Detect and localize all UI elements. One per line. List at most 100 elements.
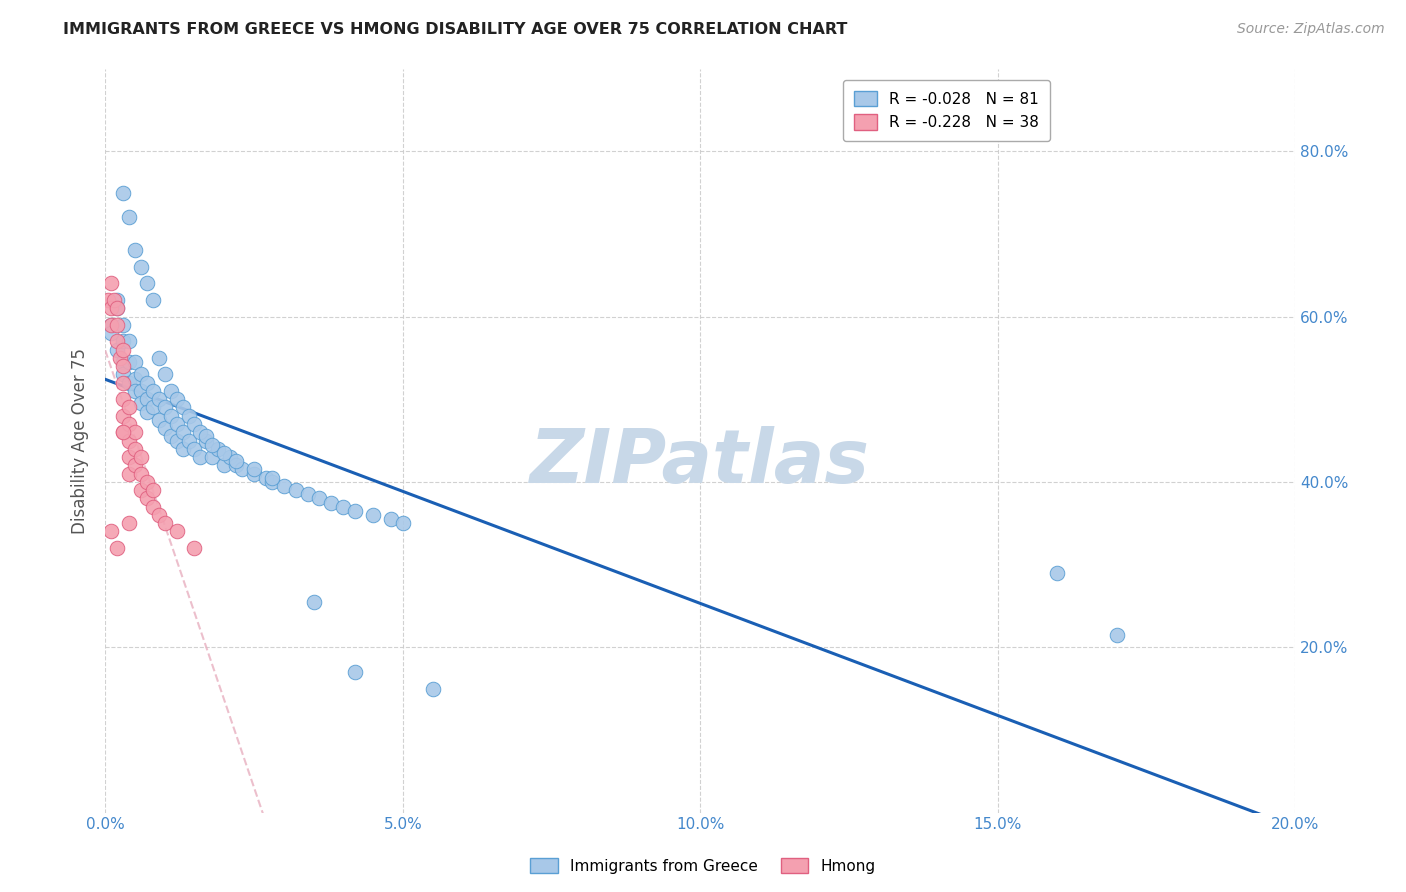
- Point: [135, 404, 157, 418]
- Point: [135, 491, 157, 506]
- Point: [129, 483, 152, 497]
- Point: [254, 471, 277, 485]
- Point: [183, 442, 205, 456]
- Point: [142, 293, 165, 307]
- Point: [118, 355, 141, 369]
- Point: [135, 392, 157, 407]
- Point: [344, 665, 367, 679]
- Point: [100, 524, 122, 539]
- Point: [231, 462, 253, 476]
- Point: [112, 355, 135, 369]
- Point: [124, 371, 146, 385]
- Point: [97, 293, 120, 307]
- Point: [129, 450, 152, 464]
- Point: [302, 595, 325, 609]
- Point: [118, 434, 141, 448]
- Point: [100, 318, 122, 332]
- Point: [129, 396, 152, 410]
- Point: [166, 524, 188, 539]
- Point: [124, 458, 146, 473]
- Point: [1046, 566, 1069, 580]
- Point: [380, 512, 402, 526]
- Point: [284, 483, 307, 497]
- Point: [142, 384, 165, 398]
- Point: [153, 421, 176, 435]
- Point: [201, 450, 224, 464]
- Point: [124, 384, 146, 398]
- Point: [112, 334, 135, 349]
- Point: [148, 351, 170, 365]
- Point: [142, 500, 165, 514]
- Y-axis label: Disability Age Over 75: Disability Age Over 75: [72, 348, 89, 533]
- Text: ZIPatlas: ZIPatlas: [530, 426, 870, 500]
- Point: [112, 425, 135, 440]
- Point: [112, 376, 135, 390]
- Point: [260, 475, 283, 489]
- Point: [243, 467, 266, 481]
- Point: [344, 504, 367, 518]
- Point: [105, 541, 128, 555]
- Point: [118, 211, 141, 225]
- Point: [212, 458, 235, 473]
- Point: [172, 425, 194, 440]
- Point: [183, 541, 205, 555]
- Point: [153, 368, 176, 382]
- Point: [321, 495, 343, 509]
- Point: [112, 368, 135, 382]
- Point: [124, 425, 146, 440]
- Point: [129, 368, 152, 382]
- Point: [243, 462, 266, 476]
- Point: [135, 277, 157, 291]
- Point: [118, 334, 141, 349]
- Point: [129, 384, 152, 398]
- Point: [172, 442, 194, 456]
- Point: [112, 392, 135, 407]
- Point: [105, 301, 128, 316]
- Point: [159, 429, 181, 443]
- Text: IMMIGRANTS FROM GREECE VS HMONG DISABILITY AGE OVER 75 CORRELATION CHART: IMMIGRANTS FROM GREECE VS HMONG DISABILI…: [63, 22, 848, 37]
- Point: [153, 516, 176, 531]
- Point: [391, 516, 413, 531]
- Point: [112, 186, 135, 200]
- Legend: R = -0.028   N = 81, R = -0.228   N = 38: R = -0.028 N = 81, R = -0.228 N = 38: [844, 80, 1050, 141]
- Point: [159, 384, 181, 398]
- Point: [124, 442, 146, 456]
- Point: [166, 417, 188, 431]
- Point: [195, 429, 218, 443]
- Point: [118, 401, 141, 415]
- Point: [422, 681, 444, 696]
- Point: [118, 516, 141, 531]
- Point: [361, 508, 384, 522]
- Point: [100, 318, 122, 332]
- Point: [166, 434, 188, 448]
- Point: [112, 425, 135, 440]
- Point: [260, 471, 283, 485]
- Point: [112, 318, 135, 332]
- Point: [153, 401, 176, 415]
- Point: [172, 401, 194, 415]
- Text: Source: ZipAtlas.com: Source: ZipAtlas.com: [1237, 22, 1385, 37]
- Point: [159, 409, 181, 423]
- Point: [190, 425, 212, 440]
- Point: [177, 434, 200, 448]
- Point: [273, 479, 295, 493]
- Point: [105, 293, 128, 307]
- Point: [148, 392, 170, 407]
- Point: [100, 301, 122, 316]
- Point: [103, 293, 125, 307]
- Point: [201, 438, 224, 452]
- Point: [308, 491, 330, 506]
- Point: [225, 454, 247, 468]
- Point: [332, 500, 354, 514]
- Legend: Immigrants from Greece, Hmong: Immigrants from Greece, Hmong: [524, 852, 882, 880]
- Point: [207, 442, 229, 456]
- Point: [124, 244, 146, 258]
- Point: [212, 446, 235, 460]
- Point: [105, 334, 128, 349]
- Point: [105, 343, 128, 357]
- Point: [190, 450, 212, 464]
- Point: [112, 409, 135, 423]
- Point: [219, 450, 242, 464]
- Point: [124, 355, 146, 369]
- Point: [142, 401, 165, 415]
